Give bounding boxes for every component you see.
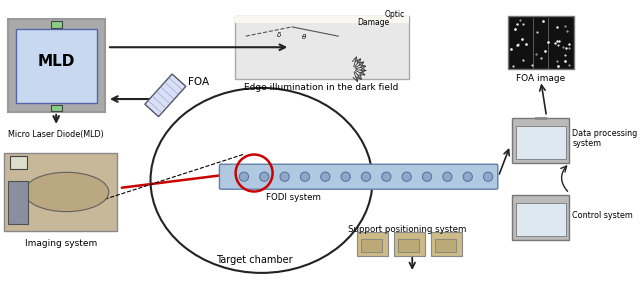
Bar xyxy=(51,105,61,111)
Circle shape xyxy=(443,172,452,181)
Bar xyxy=(516,202,566,236)
Bar xyxy=(17,29,97,103)
Circle shape xyxy=(381,172,391,181)
Bar xyxy=(516,126,566,159)
Text: Support positioning system: Support positioning system xyxy=(348,225,467,234)
Bar xyxy=(8,20,105,112)
Circle shape xyxy=(321,172,330,181)
Bar xyxy=(4,153,117,231)
Text: Data processing
system: Data processing system xyxy=(572,129,637,149)
Circle shape xyxy=(239,172,248,181)
Text: Damage: Damage xyxy=(356,18,389,27)
Text: Edge illumination in the dark field: Edge illumination in the dark field xyxy=(244,83,399,92)
Text: FOA: FOA xyxy=(188,77,209,87)
Bar xyxy=(394,232,425,256)
Bar xyxy=(435,239,456,252)
Polygon shape xyxy=(145,74,186,117)
Text: Target chamber: Target chamber xyxy=(216,255,292,265)
Text: $\theta$: $\theta$ xyxy=(301,32,307,41)
Bar xyxy=(235,16,408,23)
Bar xyxy=(431,232,462,256)
Circle shape xyxy=(341,172,350,181)
Circle shape xyxy=(280,172,289,181)
Bar xyxy=(398,239,419,252)
Text: MLD: MLD xyxy=(38,54,76,69)
Bar xyxy=(10,156,27,169)
Bar xyxy=(362,239,381,252)
Text: Micro Laser Diode(MLD): Micro Laser Diode(MLD) xyxy=(8,130,104,139)
Text: Control system: Control system xyxy=(572,211,633,220)
Circle shape xyxy=(300,172,310,181)
Circle shape xyxy=(422,172,431,181)
Circle shape xyxy=(362,172,371,181)
Text: FODI system: FODI system xyxy=(266,193,321,202)
Circle shape xyxy=(402,172,412,181)
Circle shape xyxy=(483,172,493,181)
Ellipse shape xyxy=(24,172,109,212)
Bar xyxy=(356,232,388,256)
Bar xyxy=(235,16,408,79)
FancyBboxPatch shape xyxy=(220,164,498,189)
Circle shape xyxy=(260,172,269,181)
Bar xyxy=(512,195,570,240)
Text: $\delta$: $\delta$ xyxy=(276,30,282,39)
Text: Optic: Optic xyxy=(385,11,405,20)
Bar xyxy=(508,16,574,69)
Text: FOA image: FOA image xyxy=(516,74,565,83)
Bar xyxy=(51,21,61,28)
Text: Imaging system: Imaging system xyxy=(25,239,97,248)
Circle shape xyxy=(463,172,472,181)
Bar xyxy=(512,118,570,163)
Bar xyxy=(8,181,28,224)
